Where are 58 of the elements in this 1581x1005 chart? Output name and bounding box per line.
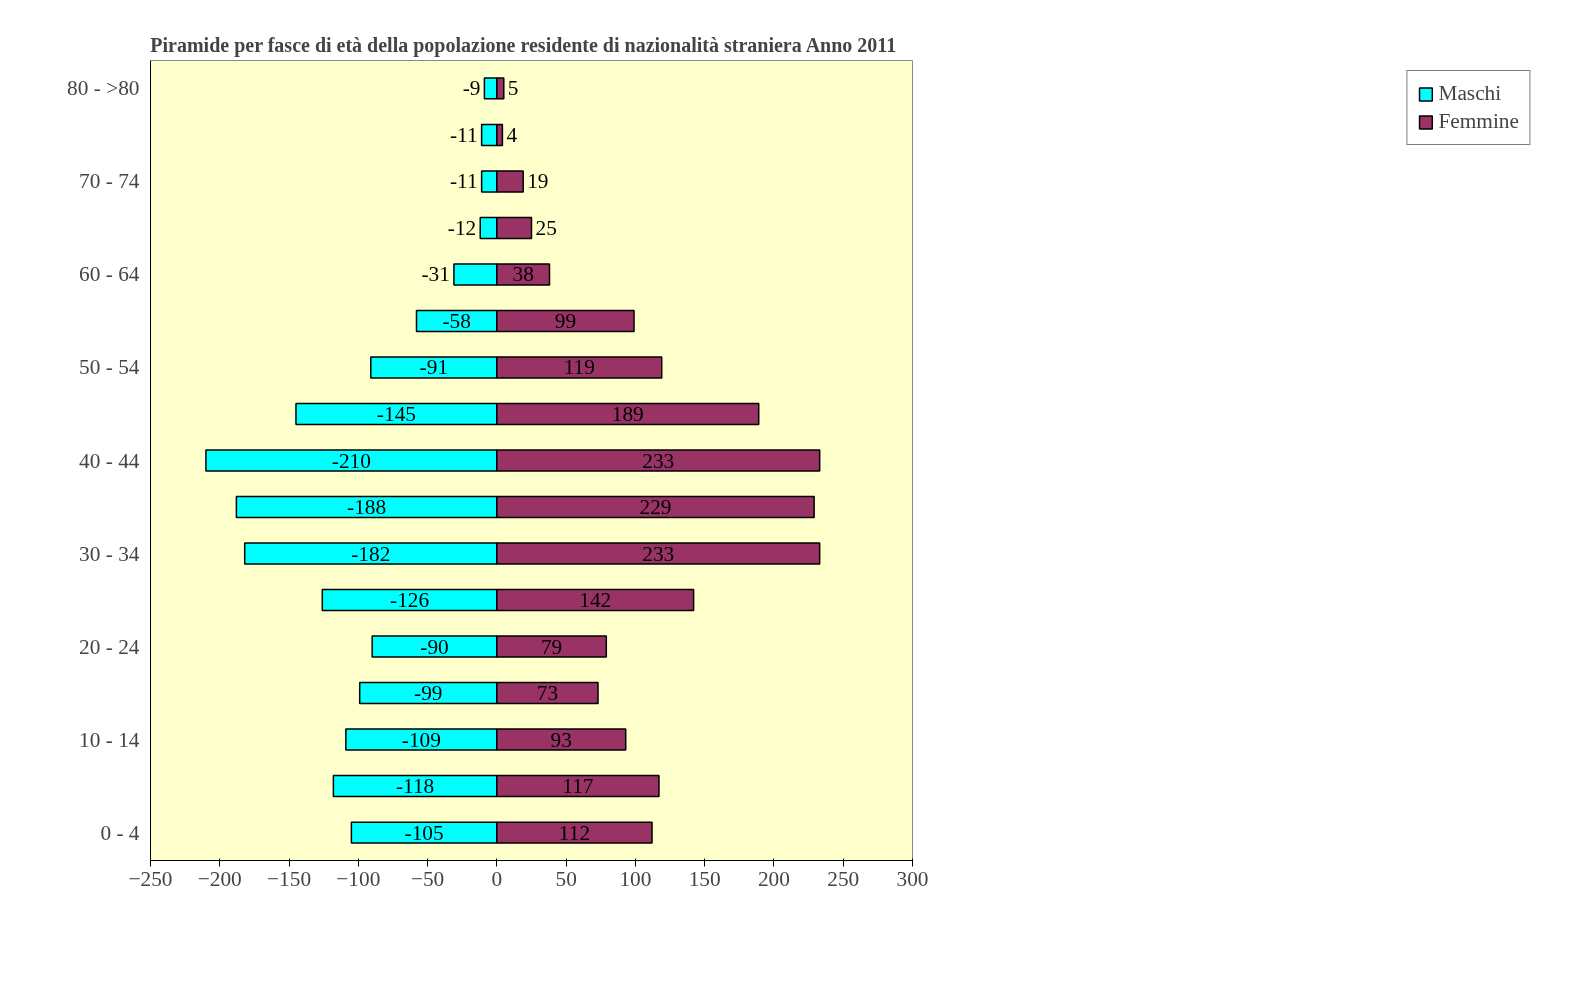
data-label: -182 <box>351 541 391 566</box>
data-label: -58 <box>442 308 471 333</box>
data-label: -109 <box>401 727 441 752</box>
y-tick-label: 60 - 64 <box>79 262 140 287</box>
data-label: 25 <box>535 215 557 240</box>
legend-label: Femmine <box>1438 109 1519 134</box>
data-label: 229 <box>639 495 672 520</box>
x-tick-label: −100 <box>336 866 381 891</box>
data-label: -188 <box>347 495 387 520</box>
y-tick-label: 80 - >80 <box>67 76 140 101</box>
x-tick-label: 250 <box>827 866 860 891</box>
data-label: 5 <box>507 76 519 101</box>
data-label: -99 <box>414 681 443 706</box>
y-tick-label: 30 - 34 <box>79 541 140 566</box>
data-label: 233 <box>642 448 675 473</box>
x-tick-label: 0 <box>491 866 503 891</box>
data-label: 19 <box>527 169 549 194</box>
data-label: -118 <box>395 774 435 799</box>
x-tick-label: 50 <box>555 866 577 891</box>
y-tick-label: 20 - 24 <box>79 634 140 659</box>
x-tick-label: −150 <box>267 866 312 891</box>
data-label: -31 <box>421 262 450 287</box>
x-tick-label: 100 <box>619 866 652 891</box>
y-tick-label: 0 - 4 <box>100 820 140 845</box>
data-label: 38 <box>512 262 534 287</box>
x-tick-label: 150 <box>688 866 721 891</box>
data-label: -11 <box>449 169 478 194</box>
y-tick-label: 10 - 14 <box>79 727 140 752</box>
data-label: 142 <box>579 588 612 613</box>
x-tick-label: 300 <box>896 866 929 891</box>
data-label: -91 <box>419 355 449 380</box>
data-label: -126 <box>390 588 430 613</box>
data-label: 73 <box>536 681 559 706</box>
x-tick-label: −50 <box>410 866 445 891</box>
y-tick-label: 50 - 54 <box>79 355 140 380</box>
data-label: 233 <box>642 541 675 566</box>
y-tick-label: 40 - 44 <box>79 448 140 473</box>
data-label: -12 <box>447 215 477 240</box>
legend-label: Maschi <box>1438 81 1502 106</box>
data-label: 93 <box>550 727 572 752</box>
data-label: -11 <box>449 122 478 147</box>
data-label: 4 <box>506 122 518 147</box>
x-tick-label: −200 <box>197 866 242 891</box>
data-label: -105 <box>404 820 444 845</box>
x-tick-label: −250 <box>128 866 173 891</box>
data-label: 189 <box>611 401 644 426</box>
data-label: 112 <box>558 820 591 845</box>
data-label: 119 <box>563 355 595 380</box>
data-label: -145 <box>376 401 416 426</box>
data-label: -9 <box>462 76 481 101</box>
data-label: -210 <box>331 448 371 473</box>
data-label: 79 <box>540 634 563 659</box>
data-label: 117 <box>562 774 594 799</box>
x-tick-label: 200 <box>757 866 790 891</box>
data-label: -90 <box>420 634 449 659</box>
data-label: 99 <box>554 308 577 333</box>
y-tick-label: 70 - 74 <box>79 169 140 194</box>
chart-title: Piramide per fasce di età della popolazione residente di nazionalità straniera Anno 2011 <box>150 33 897 57</box>
